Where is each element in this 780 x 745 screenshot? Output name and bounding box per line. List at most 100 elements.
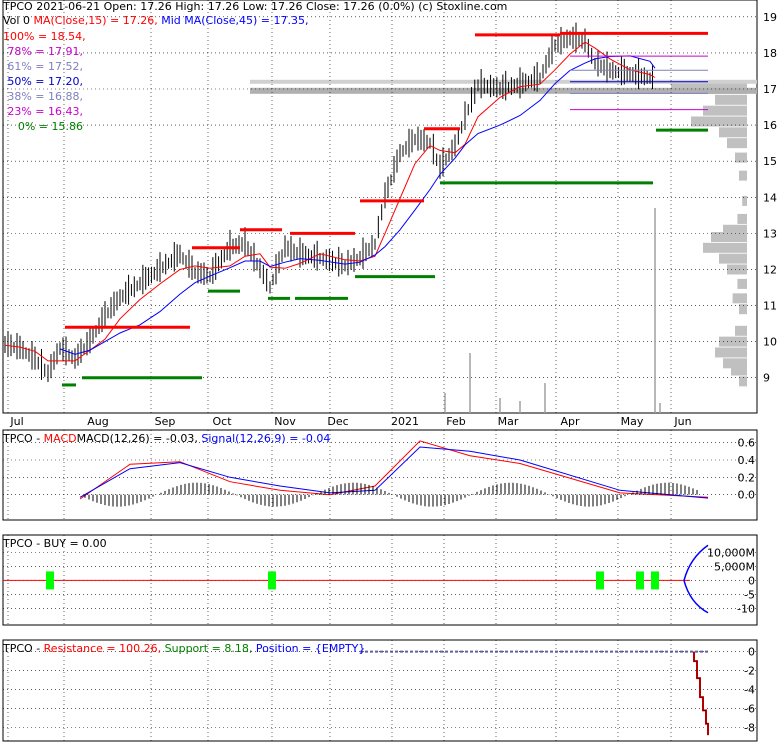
close-label: Close: — [306, 0, 340, 13]
price-tick-label: 13 — [763, 227, 777, 240]
panel-frame — [2, 639, 758, 742]
price-tick-label: 14 — [763, 191, 777, 204]
date-label: 2021-06-21 — [36, 0, 101, 13]
ma15-line — [4, 41, 656, 362]
buy-marker — [596, 571, 604, 590]
buy-tick-label: 0 — [748, 574, 755, 587]
volume-profile-bar — [731, 365, 747, 376]
high-label: High: — [175, 0, 205, 13]
month-tick-label: Mar — [498, 415, 519, 428]
price-header: TPCO 2021-06-21 Open: 17.26 High: 17.26 … — [3, 0, 507, 13]
buy-tick-label: 5,000M — [714, 560, 755, 573]
volume-profile-bar — [742, 195, 747, 206]
fib-level-100: 100% = 18.54, — [3, 30, 86, 43]
buy-marker — [651, 571, 659, 590]
ma45-label: Mid MA(Close,45) = 17.35, — [161, 14, 309, 27]
volume-profile-bar — [703, 105, 747, 116]
macd-tick-label: 0.2 — [738, 471, 756, 484]
macd-line — [79, 440, 709, 500]
ma-legend: Vol 0 MA(Close,15) = 17.26, Mid MA(Close… — [3, 14, 309, 27]
volume-profile-bar — [727, 264, 747, 275]
volume-profile-bar — [735, 152, 747, 163]
price-tick-label: 9 — [763, 372, 770, 385]
volume-profile-bar — [719, 127, 747, 138]
fib-level-78: 78% = 17.91, — [7, 45, 83, 58]
buy-tick-label: -10 — [737, 603, 755, 616]
resistance-tick-label: -4 — [744, 684, 755, 697]
macd-tick-label: 0.0 — [738, 489, 756, 502]
month-tick-label: Dec — [327, 415, 348, 428]
month-tick-label: Nov — [274, 415, 296, 428]
volume-profile-bar — [735, 325, 747, 336]
macd-tick-label: 0.4 — [738, 454, 756, 467]
volume-profile-band — [250, 87, 757, 94]
macd-name: MACD — [43, 432, 77, 445]
price-tick-label: 17 — [763, 83, 777, 96]
volume-profile-bar — [715, 347, 747, 358]
volume-profile-bar — [739, 304, 747, 315]
price-tick-label: 16 — [763, 119, 777, 132]
volume-profile-bar — [737, 213, 747, 224]
volume-profile-bar — [719, 336, 747, 347]
volume-profile-bar — [691, 116, 747, 127]
resistance-tick-label: -6 — [744, 703, 755, 716]
resistance-tick-label: 0 — [748, 646, 755, 659]
volume-profile-bar — [715, 94, 747, 105]
buy-tick-label: -5 — [744, 588, 755, 601]
fib-legend: 100% = 18.54, 78% = 17.91, 61% = 17.52, … — [3, 29, 86, 134]
month-tick-label: Oct — [212, 415, 232, 428]
buy-marker — [268, 571, 276, 590]
month-tick-label: 2021 — [391, 415, 419, 428]
volume-profile-bar — [719, 253, 747, 264]
buy-title: TPCO - BUY = 0.00 — [3, 537, 107, 550]
month-tick-label: Apr — [560, 415, 580, 428]
price-tick-label: 19 — [763, 11, 777, 24]
month-tick-label: Aug — [87, 415, 108, 428]
signal-line — [79, 446, 709, 499]
month-tick-label: Jul — [9, 415, 23, 428]
price-tick-label: 10 — [763, 336, 777, 349]
support-label: Support = 8.18, — [164, 642, 253, 655]
low-value: 17.26 — [271, 0, 303, 13]
volume-profile-bar — [711, 231, 747, 242]
resistance-prefix: TPCO - — [3, 642, 44, 655]
fib-level-23: 23% = 16.43, — [7, 105, 83, 118]
resistance-label: Resistance = 100.26, — [43, 642, 162, 655]
fib-level-38: 38% = 16.88, — [7, 90, 83, 103]
resistance-tick-label: -8 — [744, 722, 755, 735]
position-step-outline — [693, 651, 709, 736]
macd-tick-label: 0.6 — [738, 437, 756, 450]
price-tick-label: 11 — [763, 300, 777, 313]
symbol-label: TPCO — [3, 0, 33, 13]
change-value: (0.0%) — [378, 0, 415, 13]
resistance-title: TPCO - Resistance = 100.26, Support = 8.… — [3, 642, 365, 655]
price-tick-label: 15 — [763, 155, 777, 168]
volume-profile-band — [250, 79, 757, 84]
open-label: Open: — [103, 0, 137, 13]
macd-signal-label: Signal(12,26,9) = -0.04 — [201, 432, 331, 445]
macd-main-label: MACD(12,26) = -0.03, — [76, 432, 198, 445]
month-tick-label: May — [621, 415, 644, 428]
volume-profile-bar — [723, 358, 747, 369]
ma45-line — [59, 55, 656, 355]
high-value: 17.26 — [207, 0, 240, 13]
fib-level-61: 61% = 17.52, — [7, 60, 83, 73]
price-tick-label: 12 — [763, 263, 777, 276]
close-value: 17.26 — [343, 0, 375, 13]
fib-level-0: 0% = 15.86 — [17, 120, 83, 133]
volume-profile-bar — [739, 376, 747, 387]
month-tick-label: Sep — [155, 415, 176, 428]
resistance-tick-label: -2 — [744, 665, 755, 678]
source-label: (c) Stoxline.com — [418, 0, 508, 13]
volume-profile-bar — [727, 138, 747, 149]
price-tick-label: 18 — [763, 47, 777, 60]
volume-profile-bar — [703, 242, 747, 253]
volume-label: Vol 0 — [3, 14, 30, 27]
ma15-label: MA(Close,15) = 17.26, — [33, 14, 158, 27]
month-tick-label: Jun — [673, 415, 691, 428]
buy-curve-down — [683, 580, 709, 614]
buy-tick-label: 10,000M — [707, 546, 755, 559]
buy-marker — [46, 571, 54, 590]
